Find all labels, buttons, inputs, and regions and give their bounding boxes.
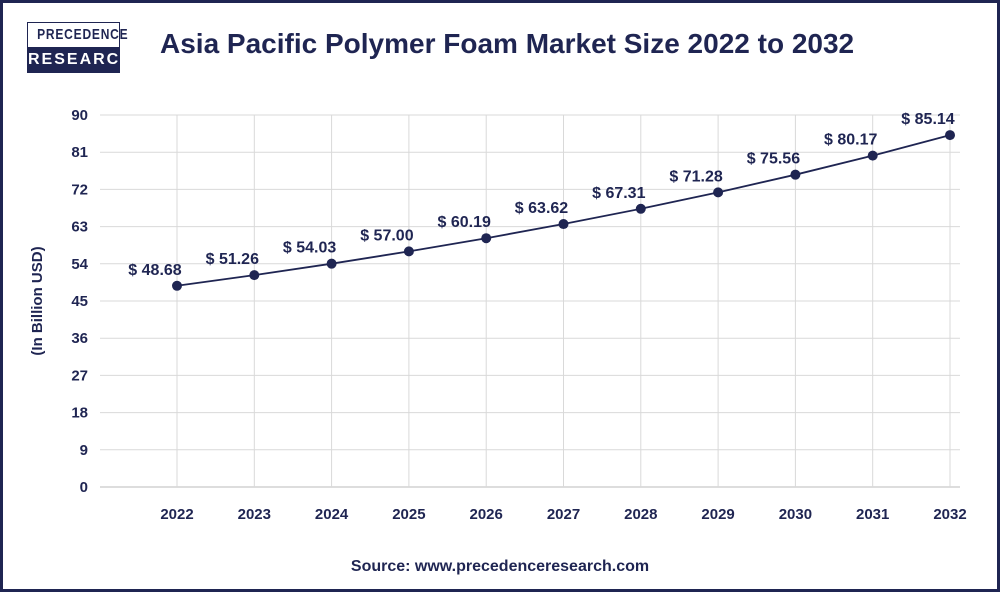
y-tick-label: 81 [71, 144, 88, 161]
data-point [172, 280, 182, 291]
y-tick-label: 72 [71, 181, 88, 198]
x-tick-label: 2026 [470, 506, 503, 523]
data-point [713, 187, 724, 198]
x-tick-label: 2029 [701, 506, 734, 523]
x-tick-label: 2022 [160, 506, 193, 523]
chart-title: Asia Pacific Polymer Foam Market Size 20… [160, 28, 855, 59]
y-tick-label: 18 [71, 405, 88, 422]
x-tick-label: 2032 [933, 506, 966, 523]
y-tick-label: 63 [71, 219, 88, 236]
data-point [867, 150, 878, 161]
y-tick-label: 90 [71, 107, 88, 124]
data-point [635, 203, 646, 214]
data-point [945, 130, 955, 141]
y-axis-label: (In Billion USD) [29, 246, 46, 355]
y-tick-label: 36 [71, 330, 88, 347]
data-label: $ 85.14 [901, 111, 954, 128]
data-label: $ 57.00 [360, 227, 413, 244]
data-point [790, 169, 801, 180]
precedence-research-logo: PRECEDENCE RESEARCH [27, 22, 132, 73]
data-point [249, 270, 260, 281]
y-tick-label: 54 [71, 256, 88, 273]
data-label: $ 67.31 [592, 185, 645, 202]
x-tick-label: 2028 [624, 506, 657, 523]
logo-line1: PRECEDENCE [37, 23, 128, 47]
data-point [558, 219, 569, 230]
data-label: $ 60.19 [438, 214, 491, 231]
data-point [403, 246, 414, 257]
data-point [326, 258, 337, 269]
logo-line2: RESEARCH [28, 47, 132, 72]
data-label: $ 54.03 [283, 240, 336, 257]
y-tick-label: 27 [71, 367, 88, 384]
x-tick-label: 2025 [392, 506, 425, 523]
source-text: Source: www.precedenceresearch.com [350, 558, 650, 575]
data-point [481, 233, 492, 244]
y-tick-label: 0 [80, 479, 88, 496]
data-label: $ 48.68 [128, 262, 181, 279]
data-label: $ 75.56 [747, 151, 800, 168]
data-label: $ 51.26 [206, 251, 259, 268]
data-label: $ 71.28 [669, 168, 722, 185]
x-tick-label: 2031 [856, 506, 889, 523]
y-tick-label: 9 [80, 442, 88, 459]
x-tick-label: 2027 [547, 506, 580, 523]
x-tick-label: 2024 [315, 506, 349, 523]
data-label: $ 63.62 [515, 200, 568, 217]
y-tick-label: 45 [71, 293, 88, 310]
x-tick-label: 2023 [238, 506, 271, 523]
x-tick-label: 2030 [779, 506, 812, 523]
data-label: $ 80.17 [824, 132, 877, 149]
